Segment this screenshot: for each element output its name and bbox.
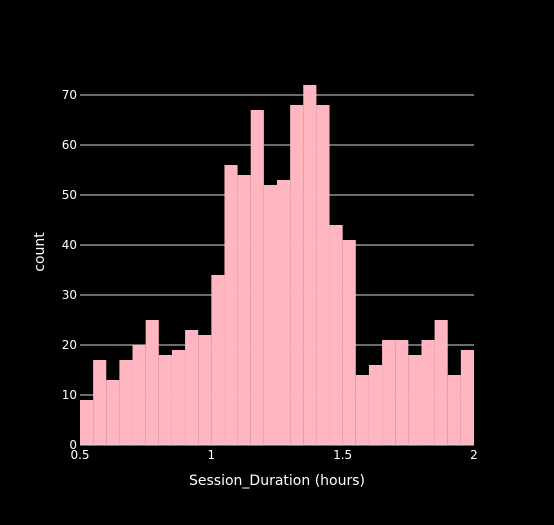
y-tick-label: 0 <box>69 438 77 452</box>
x-tick-label: 0.5 <box>70 448 89 462</box>
histogram-bar-3 <box>119 360 133 445</box>
histogram-bar-19 <box>329 225 343 445</box>
histogram-bar-13 <box>250 110 264 445</box>
y-tick-label: 30 <box>62 288 77 302</box>
histogram-bar-7 <box>171 350 186 445</box>
y-tick-label: 60 <box>62 138 77 152</box>
histogram-bar-6 <box>158 355 172 445</box>
histogram-bar-21 <box>355 375 369 445</box>
histogram-bar-11 <box>224 165 238 445</box>
x-tick-label: 2 <box>470 448 478 462</box>
histogram-bar-25 <box>408 355 422 445</box>
histogram-bar-16 <box>290 105 304 445</box>
y-tick-label: 20 <box>62 338 77 352</box>
histogram-bar-18 <box>316 105 330 445</box>
histogram-bar-14 <box>263 185 277 445</box>
histogram-bar-12 <box>237 175 251 445</box>
histogram-bar-2 <box>106 380 120 445</box>
y-tick-label: 70 <box>62 88 77 102</box>
histogram-bar-22 <box>368 365 383 445</box>
histogram-bar-26 <box>421 340 435 445</box>
histogram-bar-5 <box>145 320 159 445</box>
histogram-bar-29 <box>460 350 474 445</box>
histogram-bar-17 <box>303 85 317 445</box>
histogram-bar-8 <box>185 330 199 445</box>
y-axis-ticks: 0 10 20 30 40 50 60 70 <box>62 88 77 452</box>
y-axis-title: count <box>32 232 48 272</box>
histogram-bar-1 <box>93 360 107 445</box>
histogram-bar-27 <box>434 320 448 445</box>
histogram-bar-20 <box>342 240 356 445</box>
histogram-bar-24 <box>395 340 409 445</box>
histogram-bar-15 <box>277 180 291 445</box>
y-tick-label: 10 <box>62 388 77 402</box>
histogram-bar-10 <box>211 275 225 445</box>
y-tick-label: 40 <box>62 238 77 252</box>
bars <box>80 85 474 446</box>
x-tick-label: 1.5 <box>333 448 352 462</box>
x-axis-title: Session_Duration (hours) <box>189 473 365 489</box>
histogram-bar-0 <box>80 400 94 445</box>
x-axis-ticks: 0.5 1 1.5 2 <box>70 448 477 462</box>
histogram-bar-9 <box>198 335 212 445</box>
y-tick-label: 50 <box>62 188 77 202</box>
histogram-bar-23 <box>382 340 396 445</box>
histogram-bar-4 <box>132 345 146 445</box>
x-tick-label: 1 <box>208 448 216 462</box>
histogram-bar-28 <box>447 375 461 445</box>
